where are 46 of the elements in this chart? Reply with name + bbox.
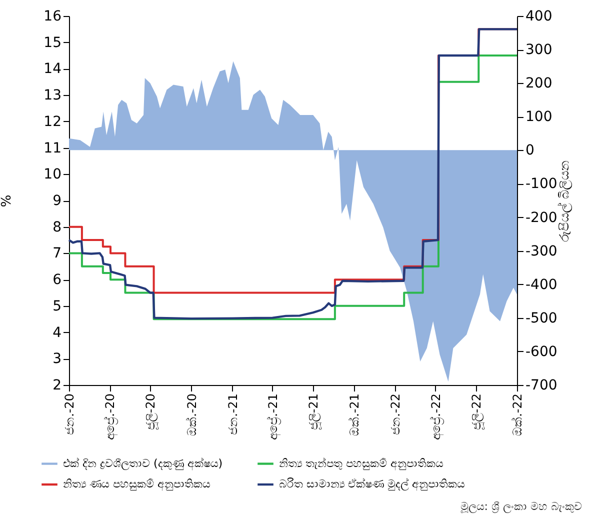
legend-label: එක් දින ද්‍රවශීලතාව (දකුණු අක්ෂය) [63,456,223,471]
y2-tick-label: 0 [526,142,534,159]
y2-tick-label: 200 [526,76,552,92]
y-tick-label: 14 [44,61,62,78]
y-tick-label: 9 [52,193,62,209]
y-tick-label: 2 [52,378,62,394]
legend-label: නිත්‍ය තැන්පතු පහසුකම් අනුපාතිකය [279,456,444,471]
x-tick-label: අප්‍රේ.-22 [428,394,444,440]
y2-axis-title: රුපියල් බිලියන [556,160,572,242]
y2-tick-label: -700 [526,378,558,394]
y2-tick-label: 400 [526,8,552,24]
y2-tick-label: -100 [526,176,558,192]
y-tick-label: 10 [44,166,62,183]
legend-label: නිත්‍ය ණය පහසුකම් අනුපාතිකය [63,478,210,492]
y-tick-label: 16 [44,8,62,24]
y-axis-title: % [0,194,15,208]
y-tick-label: 12 [44,114,62,130]
y-tick-label: 13 [44,88,62,104]
x-tick-label: ඔක්.-20 [184,394,199,436]
y-tick-label: 11 [44,140,62,156]
x-tick-label: ජන.-20 [62,394,76,435]
y-tick-label: 5 [52,298,62,314]
x-tick-label: ජන.-21 [226,394,240,435]
y2-tick-label: -300 [526,243,558,260]
y-tick-label: 15 [44,34,62,51]
y-tick-label: 6 [52,272,62,288]
x-tick-label: ඔක්.-22 [510,394,524,436]
x-tick-label: ජූලි-21 [306,394,322,430]
y-tick-label: 7 [52,246,62,262]
y-tick-label: 8 [52,219,62,236]
y2-tick-label: -400 [526,276,558,293]
x-tick-label: අප්‍රේ.-20 [103,394,118,440]
x-tick-label: ජන.-22 [388,394,403,435]
x-tick-label: ජූලි-22 [469,394,484,430]
x-tick-label: ජූලි-20 [144,394,159,430]
y-tick-label: 3 [52,351,62,368]
x-tick-label: ඔක්.-21 [348,394,362,436]
x-tick-label: අප්‍රේ.-21 [266,394,281,440]
y2-tick-label: 100 [526,109,552,126]
y2-tick-label: -200 [526,210,558,226]
y2-tick-label: -500 [526,310,558,326]
y2-tick-label: 300 [526,42,552,58]
text: මූලය: ශ්‍රී ලංකා මහ බැංකුව [460,500,582,513]
legend-label: බරිත සාමාන්‍ය ඒක්ෂණ මුදල් අනුපාතිකය [279,476,465,492]
y-tick-label: 4 [52,324,62,341]
y2-tick-label: -600 [526,344,558,360]
